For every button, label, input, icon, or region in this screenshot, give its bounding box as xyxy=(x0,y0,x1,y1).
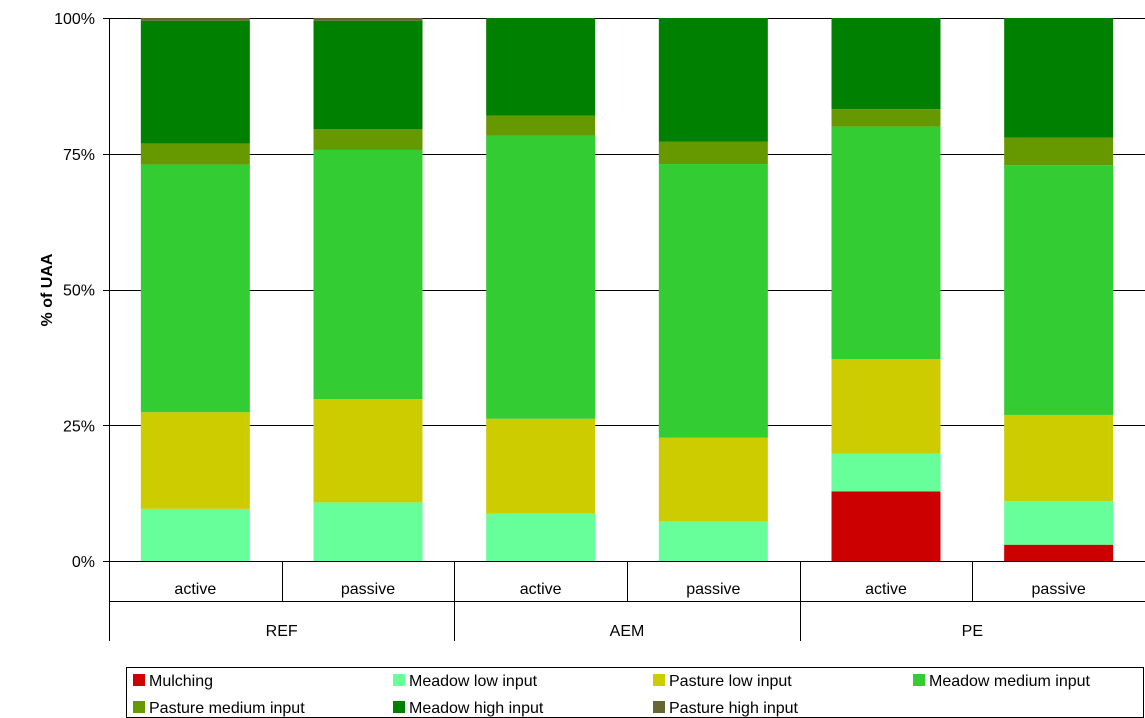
group-label: AEM xyxy=(610,623,645,640)
bar-segment xyxy=(140,412,250,509)
bar-segment xyxy=(313,129,423,150)
legend-label: Meadow low input xyxy=(409,673,538,690)
bar-segment xyxy=(658,141,768,165)
bar-segment xyxy=(831,359,941,454)
bar-segment xyxy=(1004,414,1114,502)
bar-segment xyxy=(313,399,423,503)
bar-segment xyxy=(140,508,250,561)
bar-segment xyxy=(1004,544,1114,561)
y-tick-label: 50% xyxy=(63,283,95,300)
bar-segment xyxy=(313,502,423,561)
y-axis-label: % of UAA xyxy=(39,253,56,326)
legend-label: Meadow medium input xyxy=(929,673,1091,690)
bar-segment xyxy=(1004,18,1114,138)
bars xyxy=(140,18,1114,561)
bar-segment xyxy=(140,143,250,165)
legend-label: Mulching xyxy=(149,673,213,690)
bar-segment xyxy=(486,513,596,561)
legend-label: Meadow high input xyxy=(409,700,544,717)
bar-segment xyxy=(313,18,423,21)
legend: Mulching Meadow low input Pasture low inpu… xyxy=(126,667,1144,718)
legend-swatch xyxy=(133,674,145,686)
grid-lines xyxy=(109,18,1145,562)
bar-segment xyxy=(486,18,596,116)
bar-segment xyxy=(658,437,768,522)
bar-segment xyxy=(658,521,768,561)
legend-label: Pasture medium input xyxy=(149,700,305,717)
bar-segment xyxy=(831,491,941,561)
legend-swatch xyxy=(393,674,405,686)
bar-segment xyxy=(831,126,941,360)
bar-segment xyxy=(1004,501,1114,545)
category-label: active xyxy=(174,581,216,598)
category-label: passive xyxy=(686,581,740,598)
y-tick-label: 0% xyxy=(72,554,95,571)
bar-segment xyxy=(140,20,250,144)
bar-segment xyxy=(486,135,596,419)
bar-segment xyxy=(1004,165,1114,415)
category-label: active xyxy=(520,581,562,598)
y-tick-label: 100% xyxy=(54,11,95,28)
bar-segment xyxy=(140,18,250,21)
bar-segment xyxy=(140,164,250,413)
bar-segment xyxy=(1004,137,1114,166)
bar-segment xyxy=(313,149,423,400)
category-label: passive xyxy=(341,581,395,598)
legend-swatch xyxy=(653,674,665,686)
legend-label: Pasture low input xyxy=(669,673,792,690)
bar-segment xyxy=(658,164,768,438)
category-label: active xyxy=(865,581,907,598)
category-labels: active passive active passive active passive xyxy=(174,581,1085,598)
group-label: PE xyxy=(962,623,983,640)
y-tick-label: 25% xyxy=(63,418,95,435)
bar-segment xyxy=(831,453,941,492)
bar-segment xyxy=(313,20,423,130)
group-label: REF xyxy=(266,623,298,640)
bar-segment xyxy=(831,109,941,127)
legend-swatch xyxy=(393,701,405,713)
y-tick-labels: 0% 25% 50% 75% 100% xyxy=(54,11,95,571)
legend-label: Pasture high input xyxy=(669,700,799,717)
legend-swatch xyxy=(913,674,925,686)
legend-swatch xyxy=(133,701,145,713)
y-tick-label: 75% xyxy=(63,147,95,164)
legend-swatch xyxy=(653,701,665,713)
axes xyxy=(103,18,1145,641)
bar-segment xyxy=(658,18,768,142)
category-label: passive xyxy=(1032,581,1086,598)
group-labels: REF AEM PE xyxy=(266,623,983,640)
bar-segment xyxy=(486,418,596,514)
bar-segment xyxy=(486,115,596,136)
bar-segment xyxy=(831,18,941,110)
